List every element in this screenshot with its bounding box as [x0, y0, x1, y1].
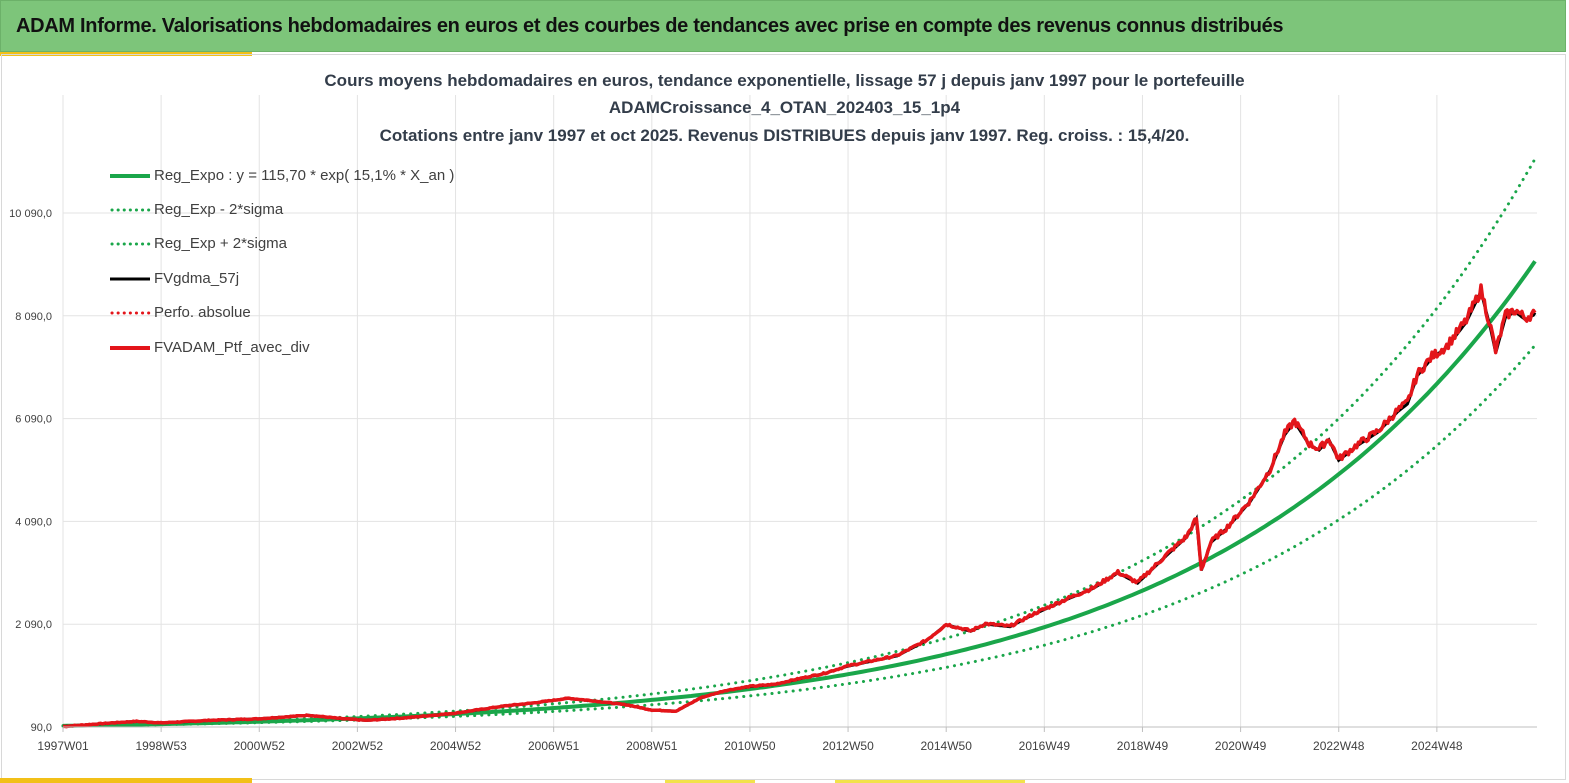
- banner-title: ADAM Informe. Valorisations hebdomadaire…: [16, 15, 1284, 37]
- title-banner: ADAM Informe. Valorisations hebdomadaire…: [0, 0, 1566, 52]
- series-reg-exp-plus-2sigma: [61, 157, 1537, 728]
- x-tick-label: 2004W52: [430, 739, 482, 753]
- accent-bar-bottom-right: [835, 780, 1025, 783]
- y-tick-label: 90,0: [31, 722, 52, 734]
- y-tick-label: 2 090,0: [15, 619, 52, 631]
- x-tick-label: 1998W53: [135, 739, 187, 753]
- series-reg-exp-minus-2sigma: [61, 343, 1537, 728]
- y-tick-label: 6 090,0: [15, 414, 52, 426]
- legend-item-fvgdma: FVgdma_57j: [108, 269, 468, 289]
- chart-title-line-1: Cours moyens hebdomadaires en euros, ten…: [324, 71, 1245, 90]
- series-layer: [61, 157, 1537, 729]
- series-fvadam-ptf-avec-div: [62, 283, 1537, 729]
- legend-item-fvadam-ptf: FVADAM_Ptf_avec_div: [108, 338, 468, 358]
- x-tick-label: 2024W48: [1411, 739, 1463, 753]
- x-tick-label: 2008W51: [626, 739, 678, 753]
- x-tick-label: 2002W52: [332, 739, 384, 753]
- legend-label-reg-exp-minus: Reg_Exp - 2*sigma: [154, 201, 284, 218]
- x-tick-label: 2010W50: [724, 739, 776, 753]
- legend-label-fvadam-ptf: FVADAM_Ptf_avec_div: [154, 339, 310, 356]
- x-tick-label: 2006W51: [528, 739, 580, 753]
- legend-item-perfo-absolue: Perfo. absolue: [108, 303, 468, 323]
- legend-swatch-perfo-absolue: [110, 311, 152, 315]
- legend-swatch-fvadam-ptf: [110, 346, 150, 350]
- y-tick-label: 4 090,0: [15, 516, 52, 528]
- legend-item-reg-exp-minus: Reg_Exp - 2*sigma: [108, 200, 468, 220]
- legend-label-reg-expo: Reg_Expo : y = 115,70 * exp( 15,1% * X_a…: [154, 167, 455, 184]
- x-tick-label: 2000W52: [234, 739, 286, 753]
- legend-label-fvgdma: FVgdma_57j: [154, 270, 240, 287]
- legend-swatch-reg-exp-minus: [110, 208, 152, 212]
- x-tick-label: 1997W01: [37, 739, 89, 753]
- grid-layer: [62, 95, 1537, 728]
- legend-label-reg-exp-plus: Reg_Exp + 2*sigma: [154, 235, 287, 252]
- y-tick-label: 10 090,0: [9, 208, 52, 220]
- accent-bar-bottom-left: [0, 778, 252, 783]
- legend-swatch-reg-expo: [110, 174, 150, 178]
- x-tick-label: 2020W49: [1215, 739, 1267, 753]
- x-tick-label: 2018W49: [1117, 739, 1169, 753]
- x-tick-label: 2016W49: [1019, 739, 1071, 753]
- tick-layer: 90,0 2 090,0 4 090,0 6 090,0 8 090,0 10 090,0…: [9, 208, 1537, 753]
- legend-label-perfo-absolue: Perfo. absolue: [154, 304, 251, 321]
- legend-item-reg-exp-plus: Reg_Exp + 2*sigma: [108, 234, 468, 254]
- legend-swatch-reg-exp-plus: [110, 242, 152, 246]
- accent-bar-bottom-middle: [665, 780, 755, 783]
- chart-frame: [1, 54, 1566, 780]
- x-tick-label: 2014W50: [921, 739, 973, 753]
- x-tick-label: 2012W50: [822, 739, 874, 753]
- legend-swatch-fvgdma: [110, 277, 150, 281]
- chart-title-line-2: ADAMCroissance_4_OTAN_202403_15_1p4: [608, 98, 961, 117]
- chart-title-line-3: Cotations entre janv 1997 et oct 2025. R…: [379, 126, 1190, 145]
- legend-item-reg-expo: Reg_Expo : y = 115,70 * exp( 15,1% * X_a…: [108, 166, 468, 186]
- y-tick-label: 8 090,0: [15, 311, 52, 323]
- series-reg-expo: [62, 260, 1537, 728]
- x-tick-label: 2022W48: [1313, 739, 1365, 753]
